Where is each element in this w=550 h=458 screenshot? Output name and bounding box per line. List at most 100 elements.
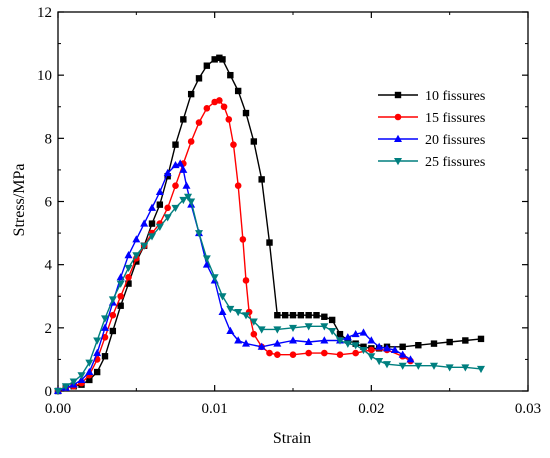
data-point xyxy=(477,365,485,374)
data-point xyxy=(242,312,250,320)
series-group xyxy=(54,54,485,396)
data-point xyxy=(477,335,485,343)
data-point xyxy=(320,323,329,331)
data-point xyxy=(289,312,297,319)
data-point xyxy=(155,187,164,196)
data-point xyxy=(54,388,62,396)
data-point xyxy=(93,368,101,376)
data-point xyxy=(93,348,102,357)
legend-swatch-marker xyxy=(394,113,402,121)
data-point xyxy=(219,56,226,63)
data-point xyxy=(343,333,352,341)
data-point xyxy=(281,312,289,319)
data-point xyxy=(124,264,133,273)
data-point xyxy=(344,337,352,344)
data-point xyxy=(156,201,164,208)
data-point xyxy=(230,141,237,148)
data-point xyxy=(220,103,228,111)
y-tick-label: 10 xyxy=(37,68,52,84)
data-point xyxy=(257,326,266,334)
data-point xyxy=(148,220,156,227)
data-point xyxy=(226,305,235,314)
data-point xyxy=(383,344,391,352)
series-line xyxy=(57,196,482,392)
data-point xyxy=(187,90,195,98)
data-point xyxy=(242,277,250,284)
data-point xyxy=(383,361,391,369)
data-point xyxy=(124,250,133,259)
data-point xyxy=(187,138,195,145)
data-point xyxy=(446,338,453,346)
data-point xyxy=(398,350,407,358)
data-point xyxy=(321,313,328,320)
y-axis-title: Stress/MPa xyxy=(11,164,28,237)
data-point xyxy=(226,326,235,334)
legend-swatch-marker xyxy=(394,158,402,166)
y-tick-label: 0 xyxy=(45,384,53,400)
data-point xyxy=(85,359,94,367)
data-point xyxy=(328,327,337,336)
data-point xyxy=(399,343,406,350)
data-point xyxy=(195,75,203,82)
data-point xyxy=(117,292,124,300)
data-point xyxy=(352,349,359,357)
data-point xyxy=(273,339,282,347)
x-tick-label: 0.00 xyxy=(45,401,71,417)
data-point xyxy=(336,351,344,358)
data-point xyxy=(218,293,227,301)
data-point xyxy=(351,342,360,350)
data-point xyxy=(164,173,171,180)
data-point xyxy=(313,312,320,319)
data-point xyxy=(225,116,233,123)
data-point xyxy=(125,274,132,281)
data-point xyxy=(101,353,109,360)
y-tick-label: 2 xyxy=(45,321,53,337)
data-point xyxy=(328,316,336,324)
data-point xyxy=(117,302,124,309)
data-point xyxy=(462,337,469,344)
legend-swatch-marker xyxy=(394,134,402,142)
data-point xyxy=(336,337,344,345)
data-point xyxy=(234,87,242,95)
legend-item: 15 fissures xyxy=(378,111,485,126)
data-point xyxy=(445,364,454,372)
data-point xyxy=(109,327,117,335)
legend-swatch-marker xyxy=(394,91,402,99)
data-point xyxy=(93,337,102,345)
data-point xyxy=(108,296,117,304)
data-point xyxy=(359,346,368,355)
data-point xyxy=(184,193,193,201)
data-point xyxy=(250,138,258,145)
data-point xyxy=(179,196,188,205)
data-point xyxy=(148,233,156,241)
data-point xyxy=(266,349,273,357)
x-tick-label: 0.03 xyxy=(515,401,541,417)
data-point xyxy=(77,372,86,380)
legend-item: 25 fissures xyxy=(378,155,485,170)
data-point xyxy=(163,168,172,177)
data-point xyxy=(202,260,211,268)
legend-label: 10 fissures xyxy=(425,89,485,104)
series-line xyxy=(57,162,411,392)
data-point xyxy=(218,307,227,316)
legend-label: 25 fissures xyxy=(425,155,485,170)
data-point xyxy=(125,280,132,287)
x-tick-label: 0.01 xyxy=(202,401,228,417)
data-point xyxy=(359,328,368,336)
data-point xyxy=(375,342,384,350)
plot-frame xyxy=(57,11,529,392)
data-point xyxy=(430,362,438,370)
data-point xyxy=(69,378,78,386)
data-point xyxy=(414,362,423,370)
data-point xyxy=(203,105,211,112)
data-point xyxy=(406,355,415,363)
data-point xyxy=(239,236,247,243)
data-point xyxy=(367,353,376,361)
data-point xyxy=(163,214,172,222)
data-point xyxy=(85,367,94,376)
data-point xyxy=(351,329,360,338)
data-point xyxy=(101,334,109,341)
legend-item: 10 fissures xyxy=(378,89,485,104)
data-point xyxy=(195,119,203,126)
data-point xyxy=(368,346,375,354)
